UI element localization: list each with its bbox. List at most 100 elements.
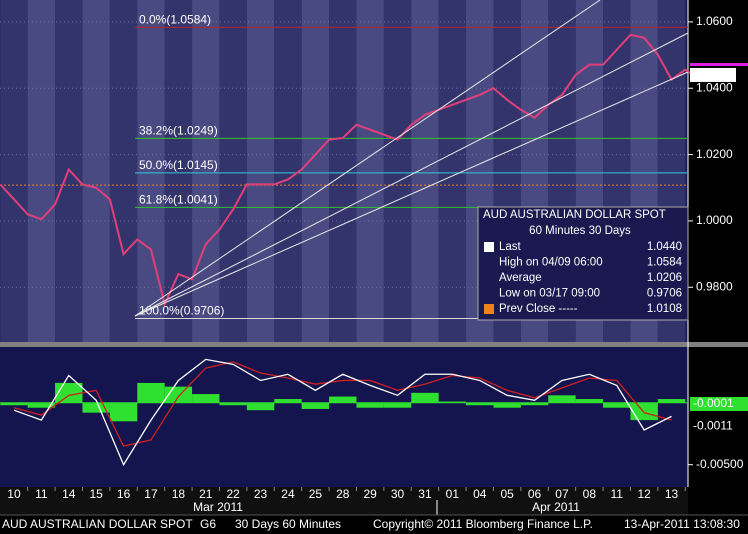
footer-copyright: Copyright© 2011 Bloomberg Finance L.P. [373,517,593,531]
legend-box [477,206,689,321]
fan-line [134,32,689,317]
histogram-bar [383,402,412,408]
histogram-bar [411,392,439,403]
x-tick-label: 04 [473,487,487,501]
footer-bar [0,515,748,534]
histogram-bar [329,396,357,403]
day-band [164,0,193,342]
last-marker [690,62,748,66]
day-band [383,0,412,342]
footer-group: G6 [200,517,216,531]
x-tick-label: 21 [199,487,213,501]
x-tick-label: 10 [7,487,21,501]
histogram-bar [575,399,604,403]
x-tick-label: 28 [336,487,350,501]
y-tick-label: -0.00500 [696,457,744,471]
histogram-bar [55,382,83,403]
last-flag-label: 1.0440 [693,67,730,81]
histogram-bar [657,399,686,403]
day-band [246,0,275,342]
x-tick-label: 31 [418,487,432,501]
histogram-bar [520,402,549,406]
histogram-bar [356,402,384,408]
x-tick-label: 24 [281,487,295,501]
legend-icon [484,304,494,314]
x-tick-label: 25 [309,487,323,501]
day-band [109,0,138,342]
y-tick-label: 0.9800 [696,279,733,293]
x-tick-label: 16 [117,487,131,501]
legend-label: Low on 03/17 09:00 [499,288,600,300]
histogram-bar [219,402,247,406]
day-band [411,0,439,342]
legend-label: Prev Close ----- [499,303,578,315]
histogram-bar [630,402,658,421]
value-flag-label: -0.0011 [693,419,733,433]
day-band [438,0,467,342]
x-tick-label: 17 [144,487,158,501]
histogram-bar [82,402,110,413]
value-flag [690,396,748,411]
x-tick-label: 29 [363,487,377,501]
day-band [356,0,384,342]
x-tick-label: 07 [555,487,569,501]
day-band [301,0,330,342]
histogram-bar [493,402,521,408]
value-flag-label: -0.0001 [693,396,734,410]
x-tick-label: 30 [391,487,405,501]
x-tick-label: 11 [611,487,624,501]
day-band [0,0,28,342]
fib-label: 61.8%(1.0041) [139,192,218,206]
histogram-bar [246,402,275,411]
x-tick-label: 11 [35,487,48,501]
fan-line [134,0,601,317]
panel-divider [0,342,748,347]
y-tick-label: 1.0000 [696,213,733,227]
legend-label: Average [499,272,542,284]
legend-icon [484,242,494,252]
legend: AUD AUSTRALIAN DOLLAR SPOT 60 Minutes 30… [477,206,689,321]
legend-value: 1.0584 [647,257,683,269]
histogram-bar [27,402,56,408]
histogram-bar [274,399,302,403]
x-tick-label: 05 [500,487,514,501]
value-flag [690,419,748,434]
legend-value: 0.9706 [647,288,682,300]
day-band [27,0,56,342]
fan-lines [134,0,689,317]
x-tick-label: 14 [62,487,76,501]
y-tick-label: 1.0200 [696,147,733,161]
month-label: Mar 2011 [193,500,243,514]
x-tick-label: 13 [665,487,679,501]
x-tick-label: 23 [254,487,268,501]
histogram-bar [548,395,576,403]
day-band [82,0,110,342]
x-tick-label: 12 [637,487,651,501]
legend-value: 1.0206 [647,272,682,284]
x-tick-label: 06 [528,487,542,501]
legend-title: AUD AUSTRALIAN DOLLAR SPOT [483,209,666,221]
date-axis [0,487,688,515]
day-band [329,0,357,342]
fib-label: 50.0%(1.0145) [139,158,218,172]
x-tick-label: 15 [89,487,103,501]
series-line [13,361,672,447]
day-band [274,0,302,342]
x-tick-label: 01 [446,487,460,501]
last-flag [690,67,736,82]
y-tick-label: 1.0600 [696,14,733,28]
footer-time: 13-Apr-2011 13:08:30 [624,517,740,531]
fib-label: 100.0%(0.9706) [139,304,224,318]
histogram-bar [137,382,165,403]
histogram-bar [438,401,467,403]
footer-security: AUD AUSTRALIAN DOLLAR SPOT [2,517,193,531]
y-tick-label: 1.0400 [696,80,733,94]
legend-label: Last [499,241,522,253]
histogram-bar [301,402,330,409]
fib-label: 38.2%(1.0249) [139,123,218,137]
footer-period: 30 Days 60 Minutes [235,517,341,531]
histogram-bar [466,402,494,406]
fib-label: 0.0%(1.0584) [139,12,211,26]
x-tick-label: 18 [172,487,186,501]
